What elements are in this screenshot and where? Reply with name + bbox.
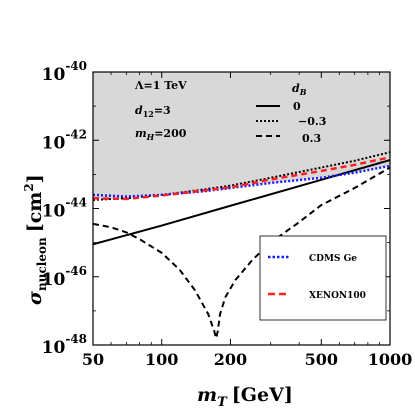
x-tick-label-2: 200 <box>214 350 247 369</box>
x-tick-label-3: 500 <box>305 350 338 369</box>
legend-model: 0 −0.3 0.3 <box>256 100 326 145</box>
y-axis-title: σnucleon[cm2] <box>22 174 49 305</box>
y-tick-label-0: 10-48 <box>42 332 87 358</box>
legend-label-minus03: −0.3 <box>298 115 326 128</box>
legend-label-0: 0 <box>293 100 301 113</box>
annotation-lambda: Λ=1 TeV <box>134 79 187 92</box>
axis-ticks: 50 100 200 500 1000 10-48 10-46 10-44 10-42 10-40 <box>42 59 413 369</box>
y-tick-label-2: 10-44 <box>42 196 87 222</box>
x-tick-label-4: 1000 <box>368 350 413 369</box>
excluded-region <box>93 72 390 199</box>
legend-db-title: dB <box>292 82 307 97</box>
legend-label-cdms: CDMS Ge <box>309 254 357 264</box>
legend-experiments: CDMS Ge XENON100 <box>259 235 387 321</box>
y-tick-label-4: 10-40 <box>42 59 87 85</box>
limit-line-xenon <box>93 156 390 201</box>
legend-label-xenon: XENON100 <box>309 291 366 301</box>
x-tick-label-1: 100 <box>145 350 178 369</box>
limit-line-cdms <box>93 164 390 198</box>
legend-box <box>259 235 387 321</box>
series-layer <box>93 151 390 340</box>
x-axis-title: mT [GeV] <box>197 384 293 410</box>
annotation-mh: mH=200 <box>135 127 187 142</box>
legend-label-plus03: 0.3 <box>302 132 321 145</box>
y-tick-label-1: 10-46 <box>42 264 87 290</box>
x-tick-label-0: 50 <box>82 350 104 369</box>
series-line-2 <box>93 166 390 340</box>
y-tick-label-3: 10-42 <box>42 127 87 153</box>
annotation-d12: d12=3 <box>135 104 171 119</box>
